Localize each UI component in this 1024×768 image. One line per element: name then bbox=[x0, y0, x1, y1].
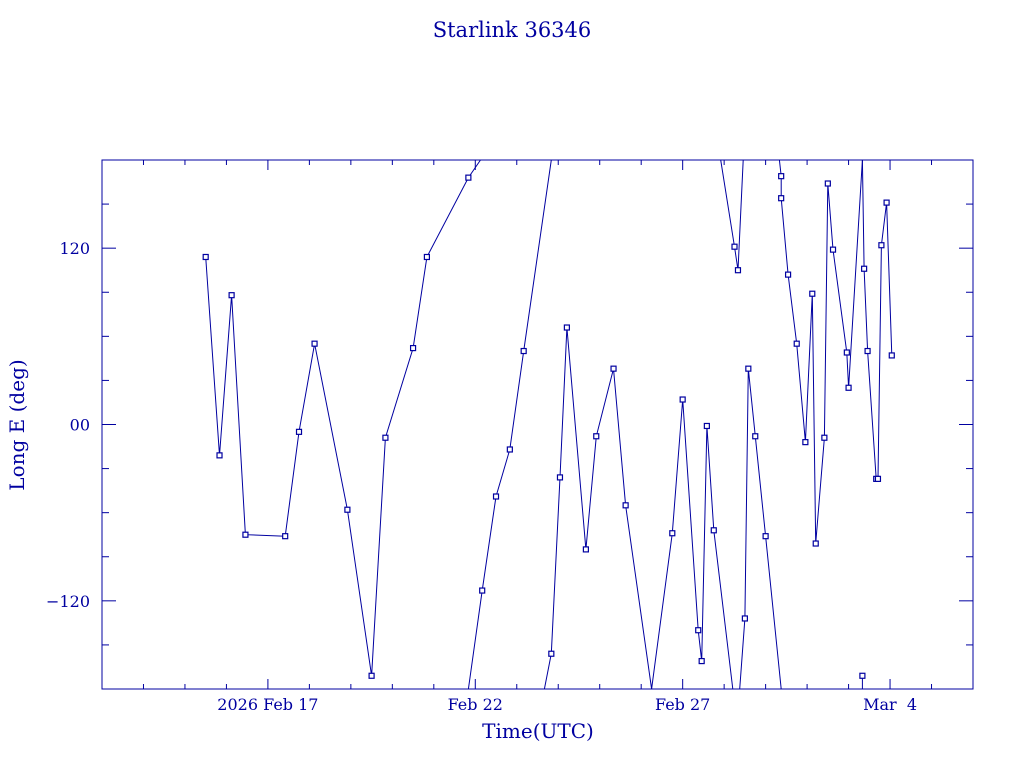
data-point bbox=[556, 474, 564, 481]
data-point bbox=[202, 253, 209, 261]
data-point bbox=[888, 352, 895, 359]
data-point bbox=[741, 615, 748, 622]
data-point bbox=[809, 290, 816, 297]
axis-tick-labels: 2026 Feb 17 Feb 22 Feb 27 Mar 4 120 00 −120 bbox=[46, 239, 917, 714]
data-point bbox=[295, 428, 303, 435]
data-point bbox=[734, 267, 742, 274]
data-point bbox=[216, 452, 223, 459]
data-point bbox=[582, 546, 589, 553]
data-point bbox=[409, 344, 417, 352]
data-point bbox=[382, 434, 389, 441]
data-point bbox=[610, 365, 617, 372]
data-point bbox=[622, 502, 629, 509]
x-tick-label: Mar 4 bbox=[863, 695, 917, 714]
data-point bbox=[874, 475, 882, 482]
data-point bbox=[368, 672, 375, 679]
series-line bbox=[861, 160, 893, 480]
data-point bbox=[465, 174, 472, 181]
series-line bbox=[720, 160, 744, 271]
axis-ticks bbox=[102, 160, 973, 689]
series-line bbox=[205, 160, 481, 676]
data-point bbox=[563, 324, 570, 331]
y-axis-label: Long E (deg) bbox=[5, 359, 29, 490]
data-point bbox=[778, 195, 785, 202]
data-point bbox=[824, 180, 831, 187]
data-point bbox=[710, 527, 717, 534]
data-point bbox=[843, 349, 850, 356]
data-point bbox=[344, 506, 351, 513]
data-point bbox=[506, 446, 513, 453]
data-point bbox=[479, 587, 486, 594]
data-point bbox=[520, 347, 527, 355]
y-tick-label: −120 bbox=[46, 592, 90, 611]
data-point bbox=[423, 253, 430, 261]
data-point bbox=[745, 365, 752, 372]
data-point bbox=[311, 340, 318, 347]
data-lines bbox=[205, 160, 893, 689]
data-point bbox=[864, 347, 871, 355]
data-point bbox=[861, 265, 868, 272]
plot-frame bbox=[101, 159, 974, 690]
data-point bbox=[548, 650, 555, 657]
data-point bbox=[784, 271, 792, 278]
data-point bbox=[593, 433, 600, 440]
data-point bbox=[829, 246, 837, 253]
data-point bbox=[228, 292, 235, 299]
data-point bbox=[679, 396, 686, 403]
series-line bbox=[651, 399, 734, 689]
data-point bbox=[762, 533, 769, 540]
y-tick-label: 00 bbox=[70, 416, 90, 435]
x-axis-label: Time(UTC) bbox=[482, 719, 594, 743]
data-point bbox=[883, 199, 890, 206]
series-line bbox=[739, 368, 782, 689]
data-point bbox=[793, 340, 800, 347]
data-point bbox=[859, 672, 866, 679]
series-line bbox=[467, 160, 552, 689]
data-markers bbox=[202, 173, 895, 679]
data-point bbox=[698, 657, 705, 665]
series-line bbox=[778, 160, 863, 544]
data-point bbox=[242, 531, 249, 538]
x-tick-label: Feb 27 bbox=[655, 695, 710, 714]
data-point bbox=[669, 530, 676, 537]
data-point bbox=[812, 540, 819, 547]
data-point bbox=[778, 173, 785, 180]
x-tick-label: 2026 Feb 17 bbox=[217, 695, 318, 714]
data-point bbox=[282, 533, 289, 540]
x-tick-label: Feb 22 bbox=[448, 695, 503, 714]
data-point bbox=[703, 422, 710, 430]
data-point bbox=[845, 384, 852, 391]
data-point bbox=[821, 434, 828, 441]
data-point bbox=[492, 493, 500, 500]
data-point bbox=[731, 243, 738, 250]
data-point bbox=[695, 627, 702, 634]
series-line bbox=[543, 327, 653, 689]
data-point bbox=[802, 439, 809, 446]
chart-title: Starlink 36346 bbox=[433, 18, 592, 42]
data-point bbox=[752, 433, 759, 440]
y-tick-label: 120 bbox=[59, 239, 90, 258]
data-point bbox=[878, 242, 885, 249]
